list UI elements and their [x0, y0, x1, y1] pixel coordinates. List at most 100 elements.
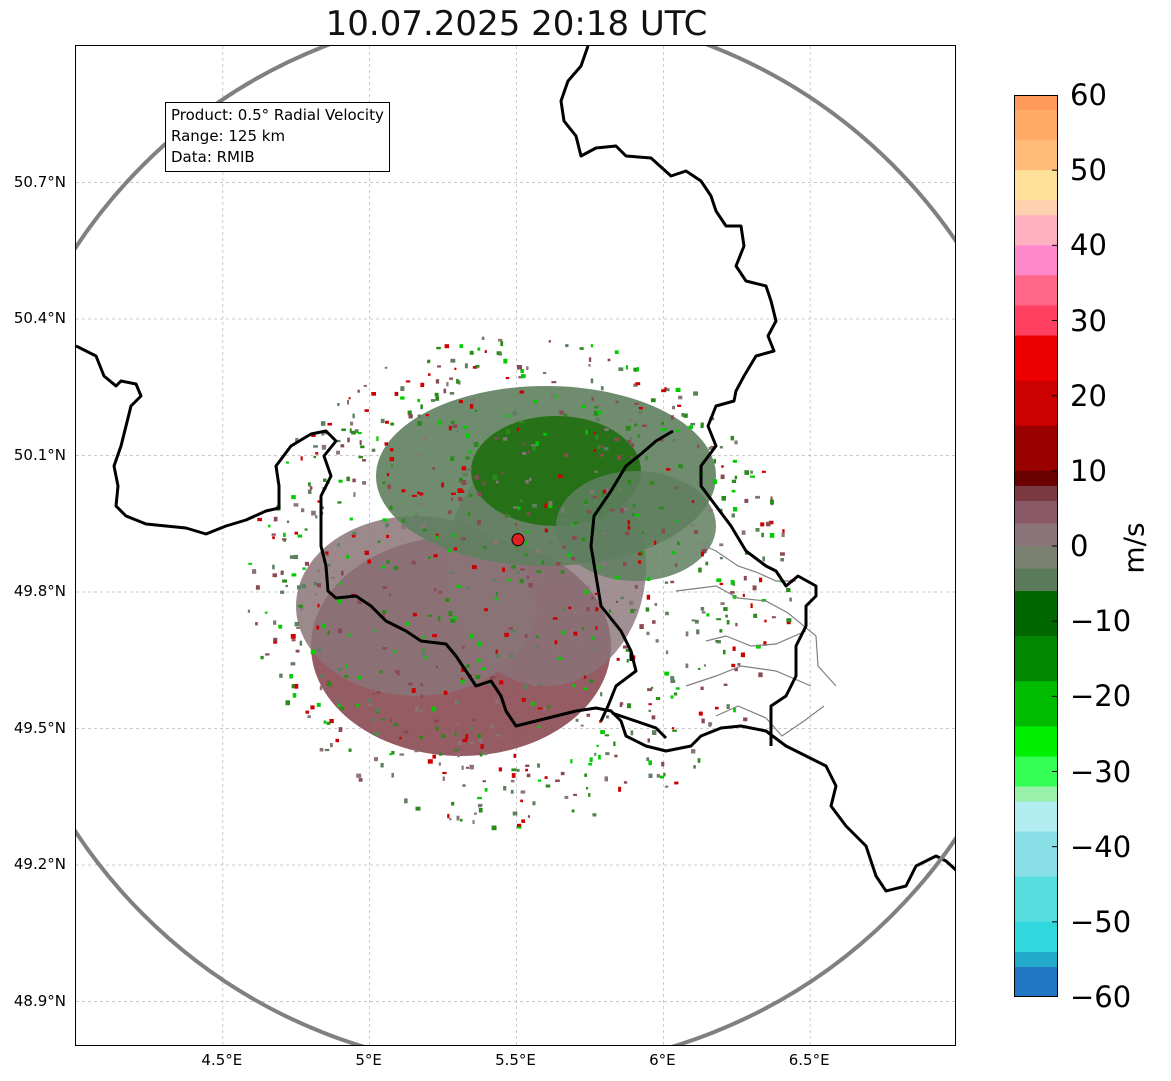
echo-pixel — [475, 365, 480, 368]
echo-pixel — [299, 640, 303, 646]
echo-pixel — [701, 611, 706, 614]
echo-pixel — [605, 752, 610, 756]
echo-pixel — [543, 432, 547, 436]
echo-pixel — [712, 479, 717, 484]
echo-pixel — [295, 649, 300, 653]
echo-pixel — [635, 514, 640, 517]
echo-pixel — [585, 429, 588, 435]
echo-pixel — [382, 579, 387, 585]
echo-pixel — [301, 508, 305, 513]
echo-pixel — [510, 552, 514, 555]
echo-pixel — [685, 663, 689, 668]
echo-pixel — [593, 499, 598, 504]
echo-pixel — [670, 517, 673, 521]
radar-map-canvas — [76, 46, 955, 1045]
echo-pixel — [614, 575, 619, 580]
echo-pixel — [742, 593, 745, 597]
echo-pixel — [420, 382, 425, 388]
echo-pixel — [634, 402, 639, 405]
echo-pixel — [462, 784, 466, 787]
echo-pixel — [450, 619, 456, 623]
echo-pixel — [401, 596, 404, 602]
echo-pixel — [448, 426, 452, 431]
echo-pixel — [399, 736, 402, 740]
echo-pixel — [701, 551, 704, 557]
echo-pixel — [368, 703, 372, 707]
echo-pixel — [716, 618, 721, 621]
echo-pixel — [675, 687, 680, 690]
echo-pixel — [587, 510, 592, 514]
echo-pixel — [521, 819, 526, 823]
echo-pixel — [723, 607, 728, 611]
echo-pixel — [428, 373, 431, 376]
echo-pixel — [477, 658, 481, 663]
echo-pixel — [374, 757, 378, 762]
echo-pixel — [554, 640, 558, 645]
echo-pixel — [468, 449, 472, 454]
echo-pixel — [771, 616, 776, 619]
echo-pixel — [346, 555, 349, 559]
radar-map[interactable]: Product: 0.5° Radial Velocity Range: 125… — [75, 45, 956, 1046]
colorbar-tick-label: 0 — [1070, 529, 1089, 563]
echo-pixel — [509, 654, 514, 659]
echo-pixel — [720, 508, 723, 512]
echo-pixel — [419, 736, 424, 739]
echo-pixel — [273, 639, 278, 644]
echo-pixel — [349, 428, 352, 433]
echo-pixel — [336, 700, 340, 704]
echo-pixel — [363, 384, 367, 387]
echo-pixel — [634, 423, 638, 427]
echo-pixel — [480, 744, 484, 749]
echo-pixel — [485, 595, 489, 598]
echo-pixel — [519, 578, 524, 584]
echo-pixel — [672, 551, 676, 555]
echo-pixel — [755, 495, 760, 499]
echo-pixel — [592, 813, 597, 817]
echo-pixel — [461, 466, 467, 471]
echo-pixel — [438, 420, 442, 425]
echo-pixel — [770, 499, 774, 505]
echo-pixel — [422, 648, 426, 651]
echo-pixel — [477, 492, 482, 497]
echo-pixel — [537, 725, 541, 728]
echo-pixel — [364, 409, 369, 412]
echo-pixel — [618, 786, 622, 792]
echo-pixel — [661, 421, 664, 425]
echo-pixel — [622, 645, 628, 649]
echo-pixel — [601, 492, 604, 498]
echo-pixel — [341, 570, 344, 576]
echo-pixel — [594, 470, 598, 473]
echo-pixel — [581, 537, 585, 542]
echo-pixel — [619, 703, 623, 708]
echo-pixel — [477, 641, 481, 647]
echo-pixel — [425, 414, 429, 417]
echo-pixel — [433, 554, 438, 558]
echo-pixel — [390, 464, 394, 467]
echo-pixel — [730, 435, 734, 441]
echo-pixel — [483, 546, 487, 549]
echo-pixel — [558, 656, 563, 660]
echo-pixel — [670, 415, 674, 420]
colorbar-tick-label: 10 — [1070, 453, 1107, 488]
echo-pixel — [632, 503, 636, 508]
echo-pixel — [581, 405, 586, 409]
echo-pixel — [434, 719, 439, 723]
echo-pixel — [313, 455, 317, 459]
radar-site-marker[interactable] — [511, 533, 525, 547]
echo-pixel — [627, 703, 632, 709]
echo-pixel — [555, 562, 561, 566]
echo-pixel — [405, 622, 410, 626]
echo-pixel — [531, 701, 535, 706]
echo-pixel — [786, 621, 791, 625]
colorbar-band — [1014, 95, 1058, 111]
echo-pixel — [580, 724, 584, 727]
echo-pixel — [309, 486, 313, 490]
echo-pixel — [646, 631, 650, 636]
echo-pixel — [750, 470, 753, 474]
echo-pixel — [371, 448, 376, 452]
echo-pixel — [384, 366, 388, 369]
colorbar-unit-label: m/s — [1117, 522, 1151, 574]
echo-pixel — [690, 422, 696, 426]
echo-pixel — [648, 709, 652, 712]
echo-pixel — [337, 599, 343, 604]
